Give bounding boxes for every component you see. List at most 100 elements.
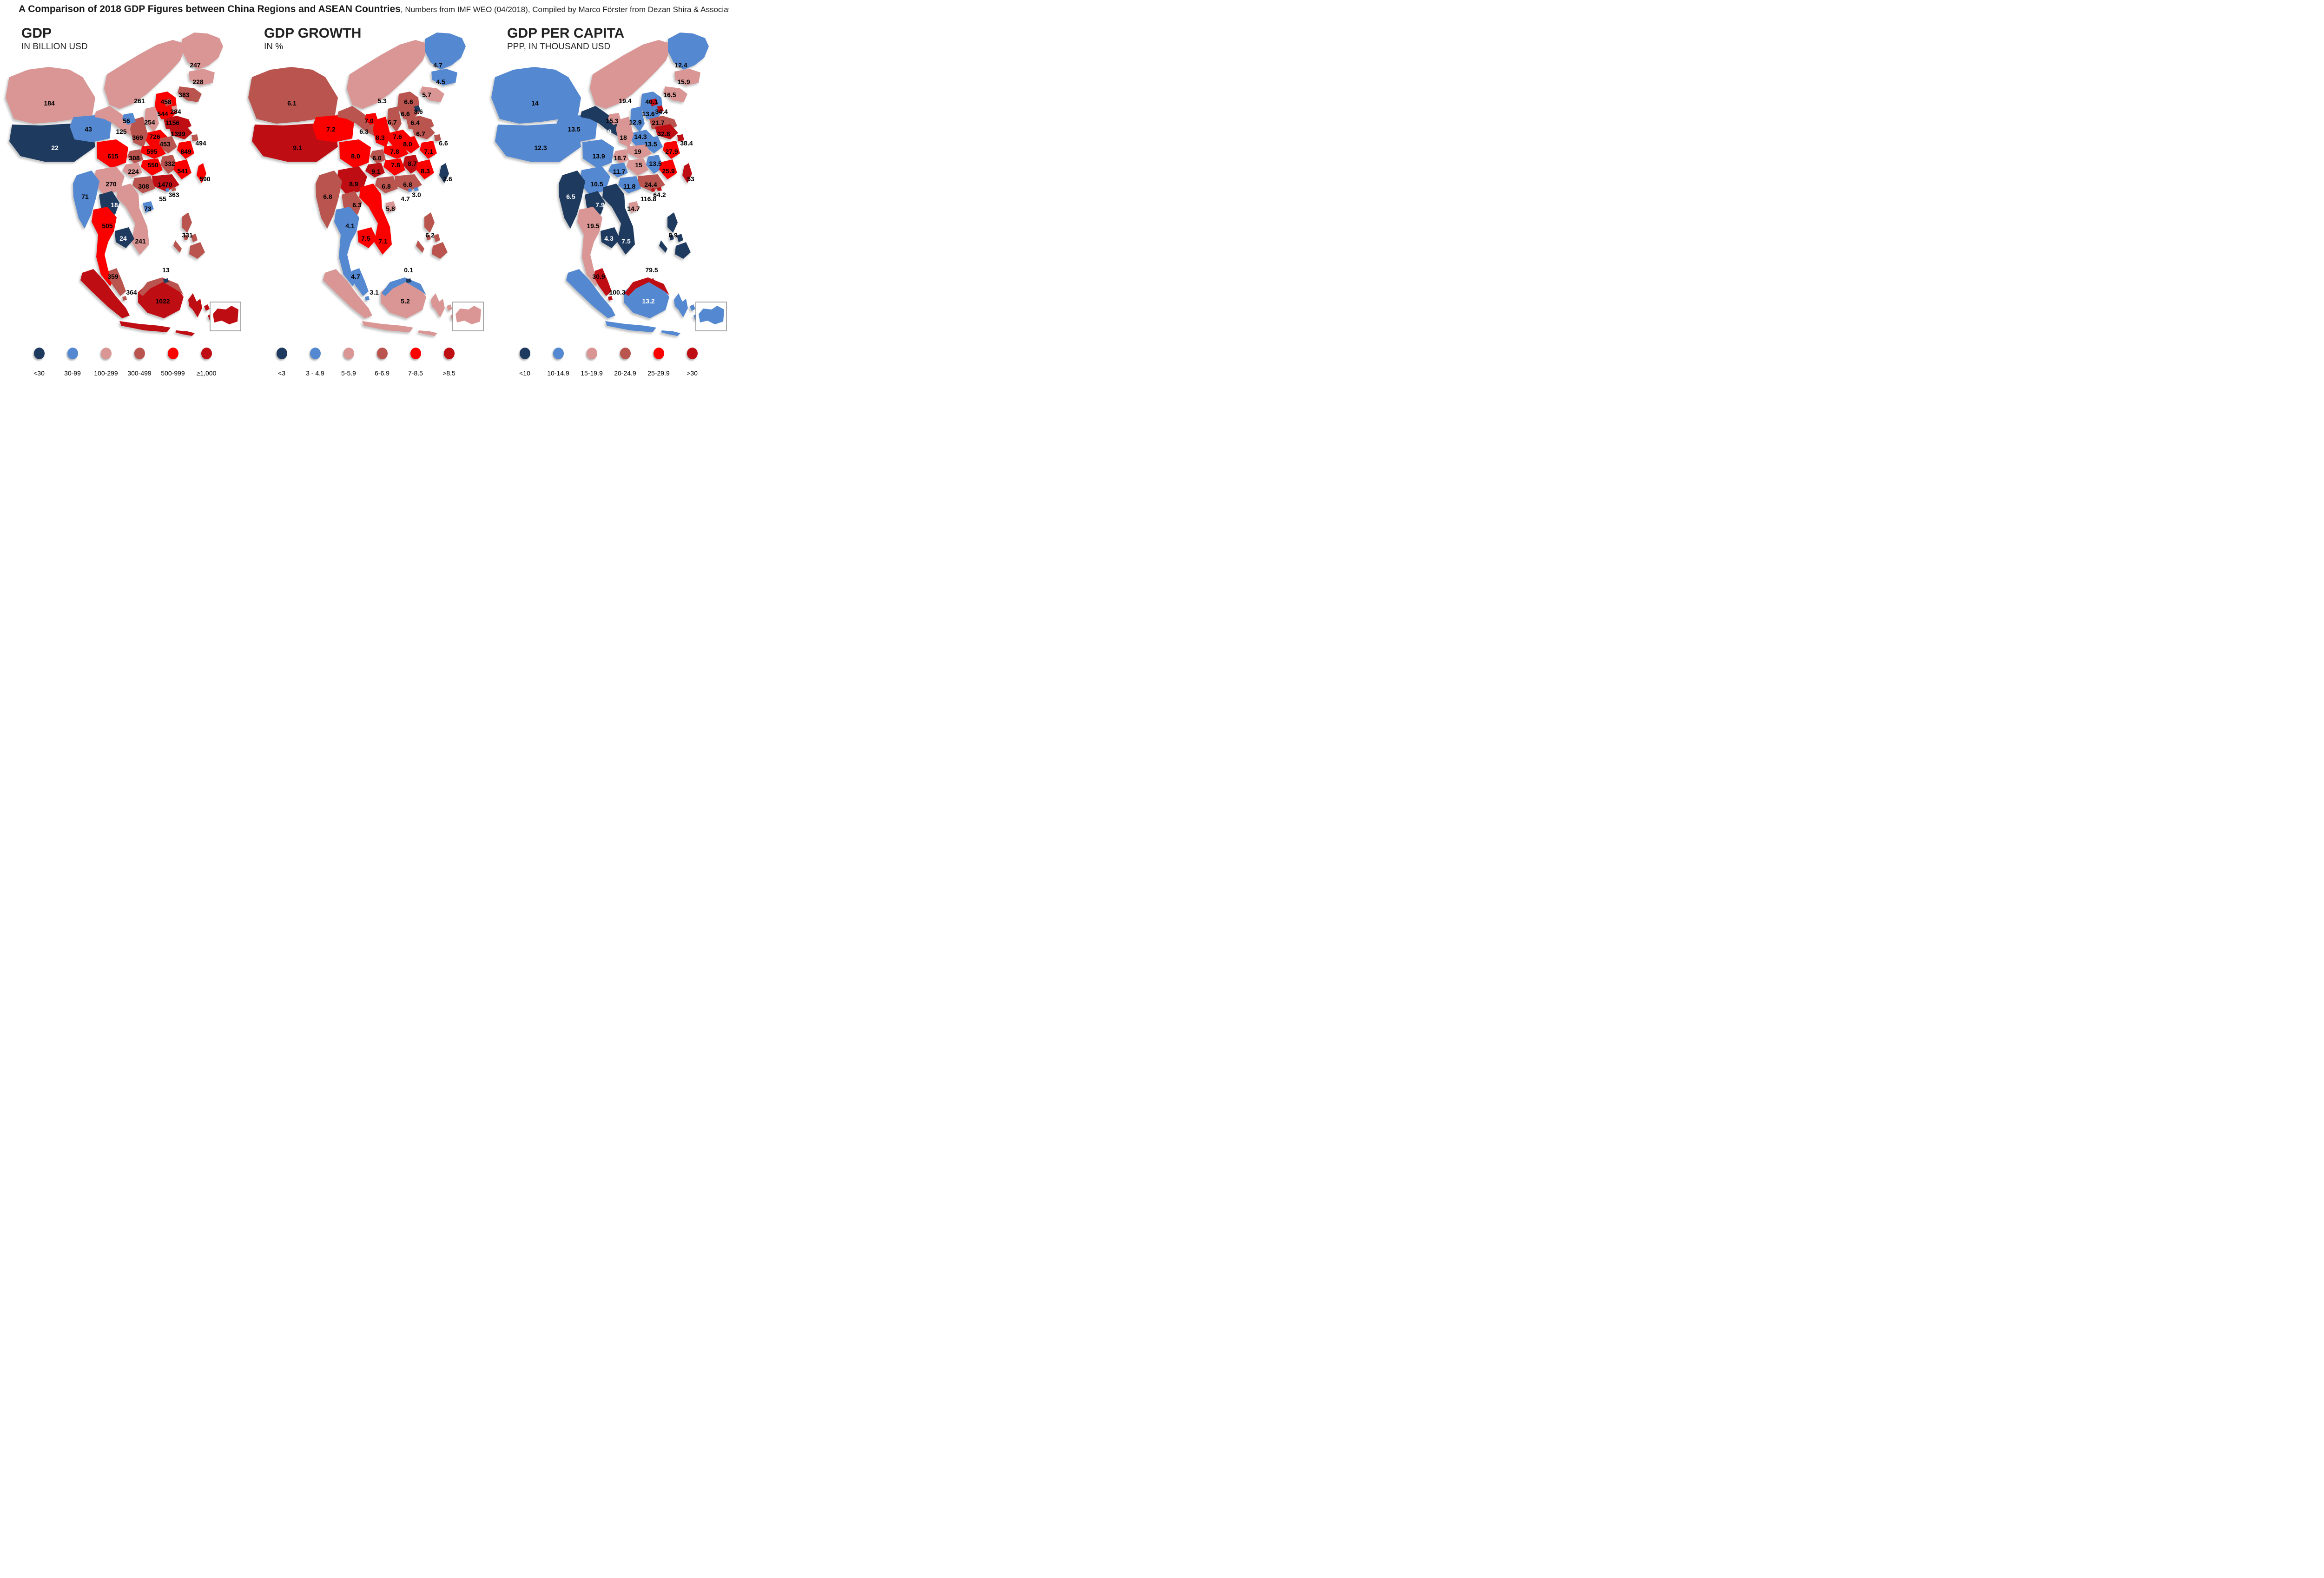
region-hunan-growth — [383, 158, 405, 176]
value-ningxia-gdp: 56 — [123, 117, 130, 125]
region-indonesia-percap — [661, 330, 680, 336]
value-cambodia-percap: 4.3 — [604, 235, 614, 242]
region-chongqing-gdp — [127, 149, 143, 164]
legend-label-growth-2: 5-5.9 — [341, 369, 356, 377]
value-ningxia-percap: 15.3 — [606, 117, 618, 125]
value-singapore-growth: 3.1 — [370, 289, 379, 296]
value-hongkong-growth: 3.0 — [412, 191, 421, 198]
value-taiwan-percap: 53 — [687, 175, 694, 183]
region-philippines-percap — [677, 234, 683, 242]
value-tianjin-percap: 34.4 — [655, 108, 667, 115]
region-myanmar-gdp — [73, 171, 99, 229]
region-beijing-growth — [406, 99, 415, 106]
value-guizhou-percap: 11.7 — [613, 168, 626, 175]
value-indonesia-percap: 13.2 — [642, 297, 654, 305]
value-beijing-percap: 40.1 — [645, 98, 658, 105]
value-heilongjiang-growth: 4.7 — [433, 61, 442, 69]
value-liaoning-gdp: 383 — [178, 91, 190, 99]
legend-item-growth-5: >8.5 — [432, 348, 466, 377]
region-anhui-gdp — [158, 136, 177, 153]
region-indonesia-gdp — [119, 321, 171, 332]
value-qinghai-gdp: 43 — [85, 125, 92, 133]
legend-item-gdp-3: 300-499 — [123, 348, 156, 377]
value-sichuan-gdp: 615 — [107, 152, 119, 160]
legend-label-growth-1: 3 - 4.9 — [306, 369, 324, 377]
panel-title-text: GDP — [21, 26, 52, 41]
region-gansu-percap — [581, 106, 624, 136]
value-jiangxi-gdp: 332 — [164, 160, 175, 167]
value-qinghai-growth: 7.2 — [326, 125, 336, 133]
region-jilin-percap — [674, 69, 700, 85]
legend-swatch-gdp-0 — [33, 348, 45, 359]
value-malaysia-gdp: 359 — [107, 273, 119, 280]
region-ningxia-growth — [365, 113, 378, 125]
value-jilin-percap: 15.9 — [677, 78, 690, 85]
value-gansu-growth: 6.3 — [359, 128, 369, 135]
region-philippines-percap — [675, 242, 691, 259]
region-jilin-gdp — [189, 69, 215, 85]
region-indonesia-gdp — [204, 304, 210, 311]
region-qinghai-growth — [312, 115, 354, 142]
legend-item-percap-2: 15-19.9 — [575, 348, 608, 377]
region-hunan-gdp — [141, 158, 163, 176]
value-yunnan-percap: 10.5 — [590, 180, 603, 188]
region-philippines-growth — [434, 234, 440, 242]
region-taiwan-growth — [439, 163, 449, 183]
region-philippines-growth — [424, 212, 435, 233]
value-anhui-percap: 13.5 — [644, 140, 657, 148]
region-ningxia-gdp — [122, 113, 136, 125]
region-jiangsu-growth — [412, 124, 435, 139]
legend-label-percap-1: 10-14.9 — [547, 369, 569, 377]
region-philippines-percap — [659, 240, 667, 253]
legend-swatch-growth-0 — [276, 348, 287, 359]
region-indonesia-gdp — [80, 269, 130, 318]
region-malaysia-percap — [594, 268, 612, 296]
region-taiwan-gdp — [197, 163, 206, 183]
value-tibet-percap: 12.3 — [534, 144, 547, 151]
region-shaanxi-growth — [373, 117, 390, 147]
region-indonesia-growth — [323, 269, 372, 318]
legend-swatch-gdp-5 — [201, 348, 212, 359]
legend-label-growth-5: >8.5 — [442, 369, 456, 377]
value-hainan-gdp: 73 — [144, 205, 152, 212]
value-gansu-gdp: 125 — [116, 128, 127, 135]
legend-swatch-gdp-2 — [100, 348, 112, 359]
value-tibet-gdp: 22 — [51, 144, 59, 151]
value-vietnam-gdp: 241 — [135, 237, 146, 245]
region-philippines-gdp — [184, 235, 188, 240]
value-shanghai-percap: 38.4 — [680, 139, 693, 147]
region-sichuan-growth — [339, 139, 371, 168]
region-shanxi-growth — [387, 106, 402, 132]
main-title-source: , Numbers from IMF WEO (04/2018), Compil… — [400, 5, 729, 14]
legend-item-gdp-0: <30 — [22, 348, 56, 377]
region-guangxi-growth — [375, 176, 398, 193]
value-jiangsu-growth: 6.7 — [416, 130, 425, 138]
legend-item-percap-4: 25-29.9 — [642, 348, 675, 377]
legend-swatch-growth-5 — [443, 348, 455, 359]
region-singapore-percap — [608, 296, 613, 301]
legend-swatch-gdp-1 — [67, 348, 78, 359]
legend-label-gdp-0: <30 — [33, 369, 45, 377]
infographic-page: A Comparison of 2018 GDP Figures between… — [0, 0, 729, 386]
region-indonesia-percap — [566, 269, 615, 318]
value-beijing-gdp: 458 — [160, 98, 172, 105]
legend-swatch-growth-2 — [343, 348, 354, 359]
region-myanmar-growth — [316, 171, 342, 229]
region-qinghai-gdp — [70, 115, 112, 142]
value-laos-growth: 6.3 — [352, 201, 362, 209]
region-malaysia-gdp — [139, 277, 184, 296]
value-brunei-growth: 0.1 — [404, 266, 413, 274]
region-shanghai-gdp — [191, 134, 198, 141]
legend-item-growth-2: 5-5.9 — [332, 348, 365, 377]
value-hongkong-percap: 64.2 — [653, 191, 666, 198]
value-xinjiang-percap: 14 — [531, 99, 539, 107]
region-cambodia-percap — [601, 227, 620, 248]
legend-label-percap-4: 25-29.9 — [647, 369, 670, 377]
legend-label-percap-5: >30 — [687, 369, 698, 377]
value-guizhou-growth: 9.1 — [371, 168, 381, 175]
value-tianjin-gdp: 284 — [170, 108, 181, 115]
value-hongkong-gdp: 363 — [168, 191, 179, 198]
region-yunnan-growth — [337, 166, 367, 195]
value-philippines-gdp: 331 — [182, 231, 193, 239]
region-sichuan-gdp — [97, 139, 128, 168]
